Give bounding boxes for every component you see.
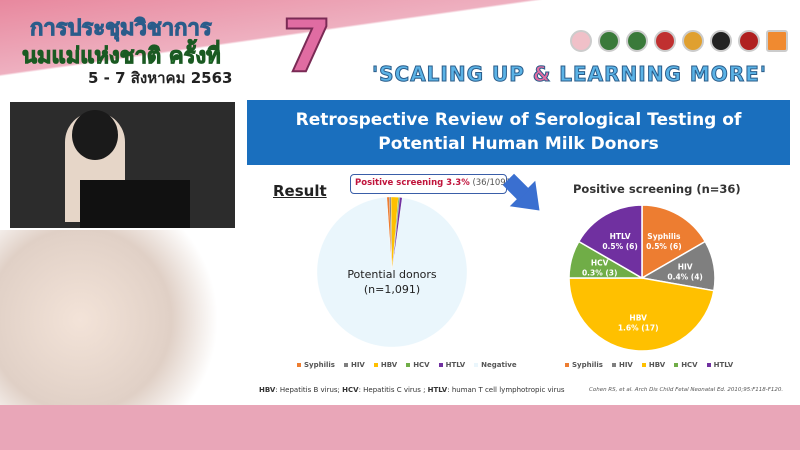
podium [80,180,190,228]
logo-icon [738,30,760,52]
legend-item: HIV [343,361,365,369]
pie-slice-hbv [568,277,715,352]
footer-background [0,405,800,450]
logo-icon [570,30,592,52]
speaker-head [72,110,118,160]
center-label: (n=1,091) [364,283,420,296]
slogan-part: LEARNING MORE' [551,62,767,87]
callout-rest: (36/1091) [469,178,515,188]
legend-swatch [373,363,378,367]
slice-label: 0.5% (6) [602,242,638,251]
callout-bold: Positive screening 3.3% [355,178,470,188]
legend-item: HCV [674,361,698,369]
positive-screening-callout: Positive screening 3.3% (36/1091) [350,174,514,194]
right-chart-title: Positive screening (n=36) [573,182,741,196]
slogan-amp: & [532,62,552,87]
legend-item: Negative [474,361,517,369]
conference-number: 7 [281,3,333,89]
legend-swatch [706,363,711,367]
left-legend: Syphilis HIV HBV HCV HTLV Negative [297,361,517,369]
conference-title-line2: นมแม่แห่งชาติ ครั้งที่ [22,44,222,70]
speaker-video [10,102,235,228]
conference-dates: 5 - 7 สิงหาคม 2563 [88,69,233,87]
pie-slice-htlv [577,204,643,280]
fn-abbr: HCV [342,386,359,394]
slice-label: 0.3% (3) [582,269,618,278]
legend-item: HBV [641,361,665,369]
slice-label: HIV [678,262,693,271]
conference-title-line1: การประชุมวิชาการ [30,16,213,42]
slogan-part: 'SCALING UP [372,62,533,87]
slogan: 'SCALING UP & LEARNING MORE' [372,62,767,87]
presentation-slide: Retrospective Review of Serological Test… [247,100,790,402]
legend-item: HCV [406,361,430,369]
sponsor-logos [570,30,788,52]
legend-item: HIV [611,361,633,369]
slice-label: 0.4% (4) [667,272,703,281]
pie-slice-syphilis [641,204,707,280]
legend-swatch [674,363,679,367]
slide-title-line1: Retrospective Review of Serological Test… [295,110,742,130]
logo-icon [766,30,788,52]
legend-item: HTLV [438,361,465,369]
slice-label: 1.6% (17) [618,324,659,333]
footnote: HBV: Hepatitis B virus; HCV: Hepatitis C… [259,386,565,394]
right-legend: Syphilis HIV HBV HCV HTLV [565,361,733,369]
legend-item: HTLV [706,361,733,369]
legend-item: HBV [373,361,397,369]
fn-text: : human T cell lymphotropic virus [447,386,565,394]
slice-label: HBV [629,314,647,323]
center-label: Potential donors [347,268,437,281]
fn-text: : Hepatitis B virus; [275,386,343,394]
legend-swatch [406,363,411,367]
legend-swatch [297,363,301,367]
slice-label: HTLV [610,232,631,241]
legend-swatch [641,363,646,367]
legend-swatch [438,363,443,367]
fn-text: : Hepatitis C virus ; [358,386,428,394]
logo-icon [598,30,620,52]
pie-slice-negative [316,197,468,348]
logo-icon [626,30,648,52]
citation: Cohen RS, et al. Arch Dis Child Fetal Ne… [589,387,784,393]
logo-icon [682,30,704,52]
logo-icon [710,30,732,52]
legend-item: Syphilis [297,361,335,369]
legend-swatch [474,363,479,367]
fn-abbr: HTLV [427,386,448,394]
legend-item: Syphilis [565,361,603,369]
legend-swatch [565,363,569,367]
background-photo [0,230,240,405]
slide-title-line2: Potential Human Milk Donors [378,134,659,154]
legend-swatch [611,363,616,367]
slice-label: HCV [591,259,609,268]
slice-label: Syphilis [647,232,681,241]
logo-icon [654,30,676,52]
slice-label: 0.5% (6) [646,242,682,251]
slide-title: Retrospective Review of Serological Test… [247,100,790,165]
fn-abbr: HBV [259,386,276,394]
legend-swatch [343,363,348,367]
result-heading: Result [273,182,327,200]
